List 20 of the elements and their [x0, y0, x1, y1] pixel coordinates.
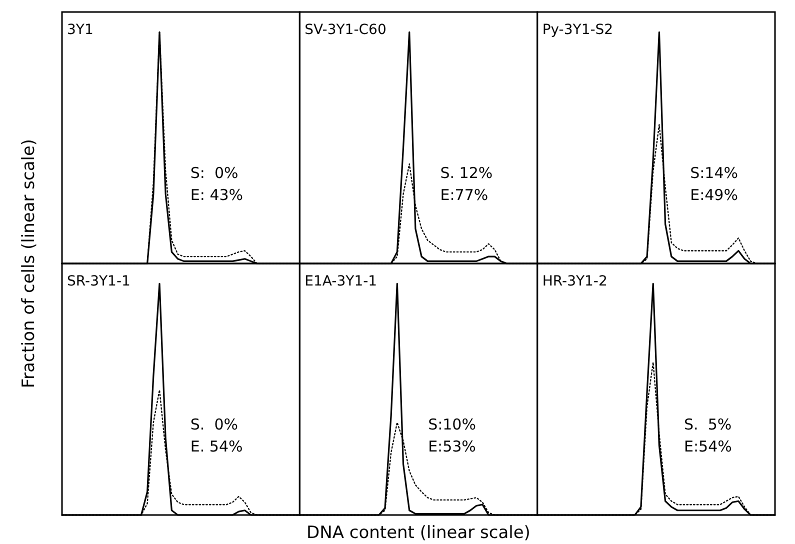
annotation: S:10%	[428, 415, 476, 434]
chart-title: HR-3Y1-2	[542, 274, 608, 290]
chart-title: SV-3Y1-C60	[304, 22, 386, 38]
annotation: S: 0%	[190, 164, 238, 182]
annotation: E:49%	[690, 186, 738, 204]
annotation: E. 54%	[190, 437, 243, 456]
annotation: S. 5%	[684, 415, 732, 434]
annotation: S. 12%	[440, 164, 493, 182]
x-axis-title: DNA content (linear scale)	[306, 523, 530, 543]
chart-title: Py-3Y1-S2	[542, 22, 614, 38]
annotation: E: 43%	[190, 186, 244, 204]
annotation: E:53%	[428, 437, 476, 456]
annotation: S:14%	[690, 164, 738, 182]
annotation: E:54%	[684, 437, 732, 456]
chart-title: 3Y1	[67, 22, 94, 38]
y-axis-title: Fraction of cells (linear scale)	[19, 138, 39, 388]
annotation: S. 0%	[190, 415, 238, 434]
annotation: E:77%	[440, 186, 488, 204]
chart-title: SR-3Y1-1	[67, 274, 130, 290]
chart-title: E1A-3Y1-1	[304, 274, 378, 290]
